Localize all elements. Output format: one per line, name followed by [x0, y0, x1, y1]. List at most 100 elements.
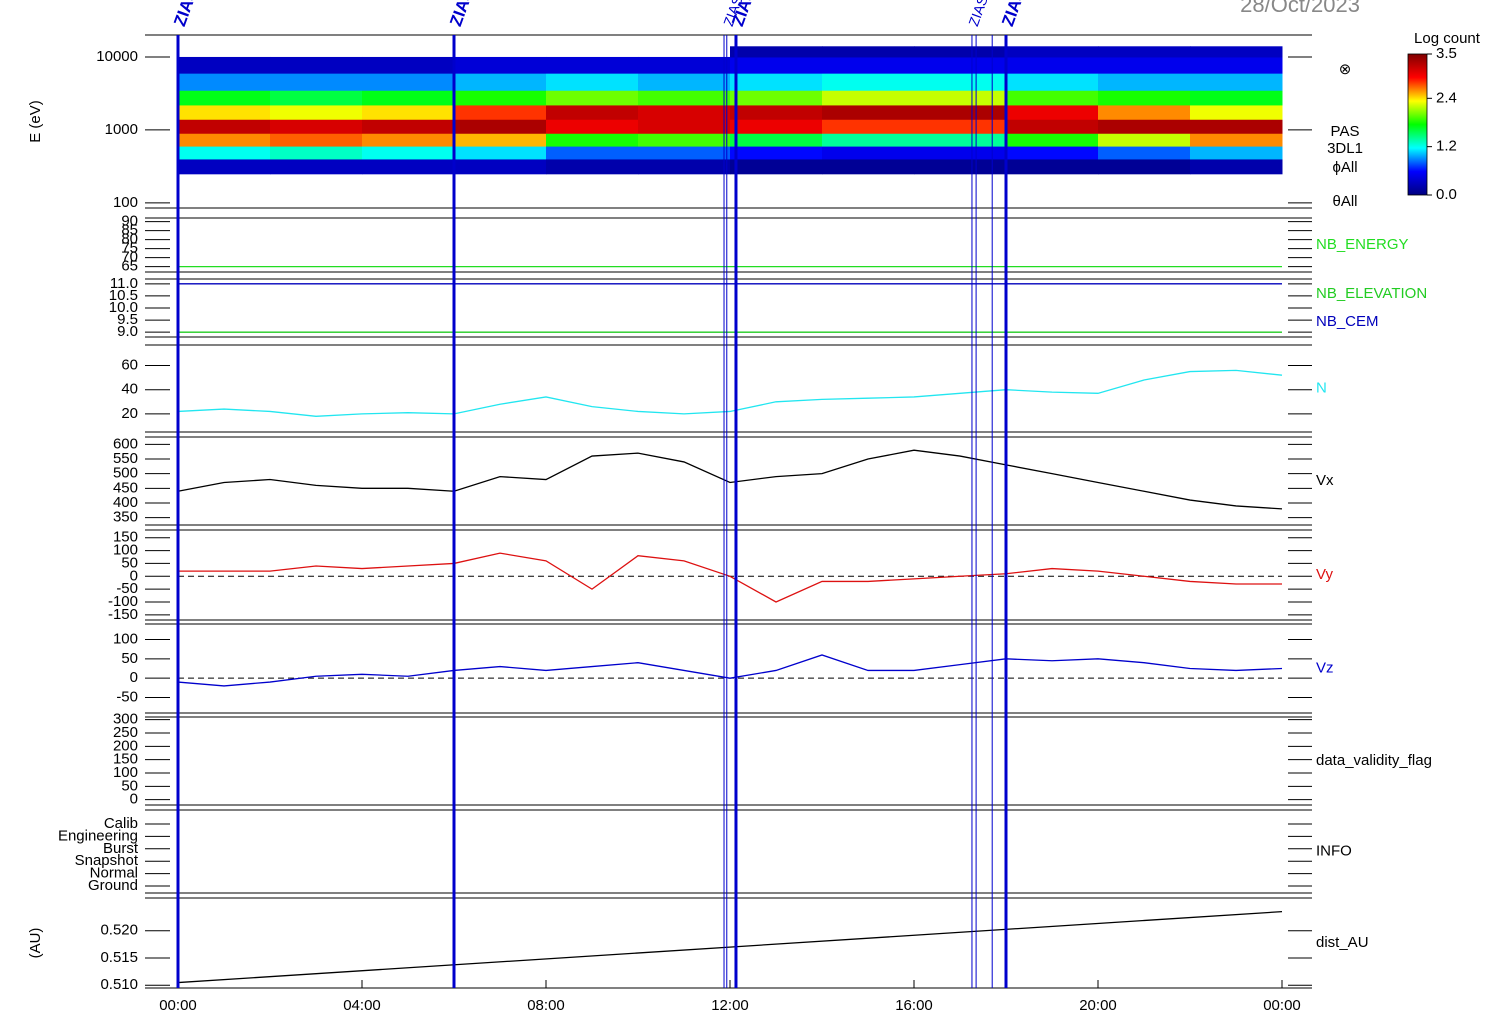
series-label: NB_ELEVATION — [1316, 285, 1427, 302]
spectrogram-cell — [1006, 119, 1099, 134]
x-tick-label: 08:00 — [527, 997, 565, 1014]
colorbar-tick-label: 0.0 — [1436, 186, 1457, 203]
series-line — [177, 449, 1283, 510]
series-label: NB_CEM — [1316, 313, 1379, 330]
spectrogram-cell — [178, 146, 271, 160]
y-axis-label: (AU) — [27, 928, 44, 959]
spectrogram-cell — [362, 146, 455, 160]
spectrogram-cell — [178, 133, 271, 147]
spectrogram-cell — [362, 158, 455, 175]
spectrogram-cell — [1006, 158, 1099, 175]
spectrogram-cell — [914, 119, 1007, 134]
series-label: Vy — [1316, 566, 1333, 583]
category-label: Engineering — [58, 827, 138, 844]
y-tick-label: 75 — [121, 240, 138, 257]
instrument-label: θAll — [1332, 193, 1357, 210]
y-tick-label: 550 — [113, 450, 138, 467]
series-label: N — [1316, 379, 1327, 396]
spectrogram-cell — [546, 158, 639, 175]
spectrogram-cell — [1190, 104, 1283, 120]
spectrogram-cell — [914, 146, 1007, 160]
spectrogram-cell — [1190, 158, 1283, 175]
spectrogram-cell — [730, 104, 823, 120]
series-line — [177, 654, 1283, 687]
spectrogram-cell — [270, 73, 363, 91]
spectrogram-cell — [1098, 158, 1191, 175]
spectrogram-cell — [822, 56, 915, 74]
spectrogram-cell — [270, 56, 363, 74]
spectrogram-cell — [454, 73, 547, 91]
spectrogram-cell — [178, 56, 271, 74]
spectrogram-cell — [822, 73, 915, 91]
y-tick-label: 70 — [121, 249, 138, 266]
y-tick-label: 0 — [130, 791, 138, 808]
spectrogram-cell — [638, 146, 731, 160]
y-tick-label: 200 — [113, 737, 138, 754]
spectrogram-cell — [1006, 104, 1099, 120]
y-tick-label: -100 — [108, 593, 138, 610]
series-label: Vx — [1316, 472, 1334, 489]
y-tick-label: 80 — [121, 231, 138, 248]
category-label: Burst — [103, 840, 139, 857]
y-tick-label: 300 — [113, 711, 138, 728]
spectrogram-cell — [638, 73, 731, 91]
y-tick-label: 0 — [130, 567, 138, 584]
spectrogram-cell — [270, 90, 363, 106]
spectrogram-cell — [178, 158, 271, 175]
spectrogram-cell — [1190, 90, 1283, 106]
spectrogram-cell — [362, 56, 455, 74]
spectrogram-cell — [914, 90, 1007, 106]
spectrogram-cell — [454, 90, 547, 106]
spectrogram-cell — [1190, 146, 1283, 160]
spectrogram-cell — [822, 104, 915, 120]
spectrogram-cell — [454, 56, 547, 74]
y-tick-label: 150 — [113, 529, 138, 546]
spectrogram-cell — [638, 133, 731, 147]
spectrogram-cell — [1190, 119, 1283, 134]
series-line — [177, 369, 1283, 417]
spectrogram-cell — [546, 119, 639, 134]
y-tick-label: 20 — [121, 405, 138, 422]
y-tick-label: 100 — [113, 194, 138, 211]
x-tick-label: 04:00 — [343, 997, 381, 1014]
spectrogram-cell — [822, 90, 915, 106]
series-label: data_validity_flag — [1316, 752, 1432, 769]
y-tick-label: 150 — [113, 751, 138, 768]
spectrogram-cell — [822, 158, 915, 175]
x-tick-label: 12:00 — [711, 997, 749, 1014]
y-tick-label: 50 — [121, 650, 138, 667]
series-line — [178, 552, 1282, 603]
spectrogram-cell — [1098, 46, 1191, 58]
y-tick-label: 60 — [121, 357, 138, 374]
y-tick-label: 90 — [121, 213, 138, 230]
spectrogram-cell — [178, 90, 271, 106]
spectrogram-cell — [1098, 56, 1191, 74]
x-tick-label: 20:00 — [1079, 997, 1117, 1014]
colorbar-title: Log count — [1414, 30, 1481, 47]
spectrogram-cell — [1098, 73, 1191, 91]
x-tick-label: 16:00 — [895, 997, 933, 1014]
y-tick-label: 11.0 — [110, 275, 138, 292]
spectrogram-cell — [1098, 133, 1191, 147]
spectrogram-cell — [362, 119, 455, 134]
spectrogram-cell — [178, 119, 271, 134]
y-tick-label: 250 — [113, 724, 138, 741]
y-tick-label: 65 — [121, 258, 138, 275]
spectrogram-cell — [454, 119, 547, 134]
y-axis-label: E (eV) — [27, 100, 44, 143]
spectrogram-cell — [1006, 90, 1099, 106]
spectrogram-cell — [638, 56, 731, 74]
spectrogram-cell — [1006, 146, 1099, 160]
y-tick-label: 0 — [130, 669, 138, 686]
instrument-label: 3DL1 — [1327, 140, 1363, 157]
y-tick-label: 100 — [113, 542, 138, 559]
category-label: Ground — [88, 877, 138, 894]
y-tick-label: 9.0 — [117, 323, 138, 340]
spectrogram-cell — [730, 56, 823, 74]
spectrogram-cell — [914, 104, 1007, 120]
category-label: Normal — [90, 865, 138, 882]
spectrogram-cell — [730, 46, 823, 58]
colorbar — [1407, 53, 1428, 196]
y-tick-label: -50 — [116, 688, 138, 705]
y-tick-label: -50 — [116, 580, 138, 597]
